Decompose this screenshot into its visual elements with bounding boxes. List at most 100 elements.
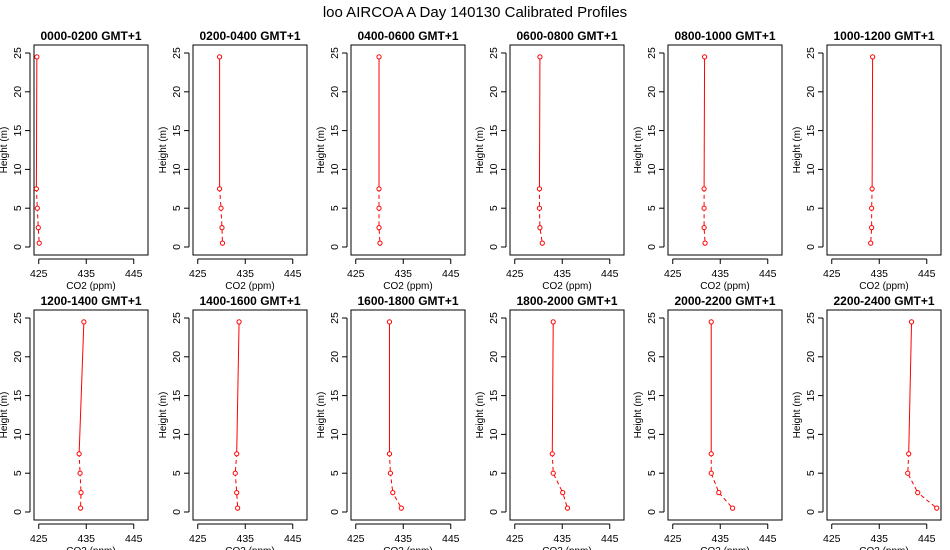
y-tick-label: 20: [12, 86, 24, 98]
profile-point: [34, 205, 40, 211]
y-axis-label: Height (m): [633, 127, 644, 174]
chart-panel: 1600-1800 GMT+1 425 435 445 CO2 (ppm) 0 5 10 15 2…: [316, 294, 466, 550]
profile-segment: [562, 494, 568, 507]
x-tick-label: 435: [711, 533, 729, 545]
profile-point: [539, 240, 545, 246]
y-tick-label: 10: [12, 428, 24, 440]
y-tick-label: 25: [12, 312, 24, 324]
profile-segment: [234, 456, 238, 471]
y-tick-label: 10: [488, 428, 500, 440]
y-axis-label: Height (m): [158, 127, 169, 174]
profile-point: [701, 205, 707, 211]
y-axis-label: Height (m): [792, 127, 803, 174]
profile-point: [236, 319, 242, 325]
profile-point: [35, 225, 41, 231]
x-axis-label: CO2 (ppm): [542, 546, 591, 550]
panel-title: 2200-2400 GMT+1: [833, 294, 934, 308]
y-tick-label: 10: [12, 163, 24, 175]
plot-frame: [509, 309, 625, 521]
profile-point: [905, 470, 911, 476]
y-tick-label: 10: [805, 163, 817, 175]
y-tick-label: 25: [329, 312, 341, 324]
chart-panel: 1000-1200 GMT+1 425 435 445 CO2 (ppm) 0 5 10 15 2…: [792, 29, 942, 292]
y-tick-label: 0: [171, 244, 183, 250]
profile-point: [560, 490, 566, 496]
x-tick-label: 425: [347, 268, 365, 280]
y-tick-label: 20: [646, 351, 658, 363]
x-tick-label: 435: [394, 268, 412, 280]
x-tick-label: 445: [918, 268, 936, 280]
x-tick-label: 445: [601, 533, 619, 545]
x-tick-label: 425: [506, 268, 524, 280]
profile-segment: [378, 229, 381, 241]
x-axis-label: CO2 (ppm): [383, 281, 432, 292]
profile-segment: [37, 229, 40, 241]
y-tick-label: 25: [12, 47, 24, 59]
profile-point: [234, 490, 240, 496]
profile-point: [701, 186, 707, 192]
profile-point: [870, 54, 876, 60]
profile-point: [868, 240, 874, 246]
profile-point: [716, 490, 722, 496]
y-tick-label: 20: [171, 86, 183, 98]
plot-frame: [192, 309, 308, 521]
profile-point: [869, 225, 875, 231]
profile-point: [701, 54, 708, 60]
profile-point: [564, 505, 571, 511]
y-tick-label: 15: [646, 390, 658, 402]
profile-segment: [719, 493, 732, 507]
profile-segment: [389, 456, 391, 471]
x-tick-label: 425: [506, 533, 524, 545]
profile-point: [550, 319, 556, 325]
chart-panel: 1800-2000 GMT+1 425 435 445 CO2 (ppm) 0 5 10 15 2…: [475, 294, 625, 550]
profile-point: [234, 451, 240, 457]
profile-point: [908, 319, 915, 325]
x-tick-label: 435: [236, 268, 254, 280]
y-tick-label: 20: [12, 351, 24, 363]
profile-segment: [390, 475, 394, 491]
profile-point: [36, 240, 42, 246]
y-tick-label: 20: [171, 351, 183, 363]
profile-segment: [907, 456, 910, 471]
panel-title: 0600-0800 GMT+1: [516, 29, 617, 43]
profile-segment: [36, 210, 39, 226]
profile-point: [81, 319, 87, 325]
x-tick-label: 425: [823, 268, 841, 280]
chart-panel: 0200-0400 GMT+1 425 435 445 CO2 (ppm) 0 5 10 15 2…: [158, 29, 308, 292]
profile-point: [906, 451, 912, 457]
y-tick-label: 0: [329, 244, 341, 250]
panel-title: 0000-0200 GMT+1: [40, 29, 141, 43]
profile-point: [550, 470, 556, 476]
panels: 0000-0200 GMT+1 425 435 445 CO2 (ppm) 0 5 10 15 2…: [0, 29, 942, 550]
profile-segment: [919, 493, 936, 508]
x-axis-label: CO2 (ppm): [542, 281, 591, 292]
y-tick-label: 5: [646, 205, 658, 211]
profile-point: [702, 240, 708, 246]
y-tick-label: 20: [805, 351, 817, 363]
profile-point: [376, 54, 382, 60]
x-tick-label: 445: [759, 268, 777, 280]
chart-panel: 0800-1000 GMT+1 425 435 445 CO2 (ppm) 0 5 10 15 2…: [633, 29, 783, 292]
y-tick-label: 25: [488, 312, 500, 324]
plot-frame: [667, 44, 783, 256]
chart-panel: 1400-1600 GMT+1 425 435 445 CO2 (ppm) 0 5 10 15 2…: [158, 294, 308, 550]
y-axis-label: Height (m): [158, 392, 169, 439]
y-tick-label: 5: [12, 205, 24, 211]
y-tick-label: 5: [488, 205, 500, 211]
y-axis-label: Height (m): [316, 392, 327, 439]
y-tick-label: 5: [12, 470, 24, 476]
y-tick-label: 0: [488, 509, 500, 515]
x-axis-label: CO2 (ppm): [700, 281, 749, 292]
profile-point: [386, 451, 393, 457]
y-tick-label: 20: [646, 86, 658, 98]
chart-panel: 0400-0600 GMT+1 425 435 445 CO2 (ppm) 0 5 10 15 2…: [316, 29, 466, 292]
y-tick-label: 10: [646, 428, 658, 440]
chart-panel: 2000-2200 GMT+1 425 435 445 CO2 (ppm) 0 5 10 15 2…: [633, 294, 783, 550]
x-tick-label: 445: [442, 533, 460, 545]
profile-segment: [220, 210, 223, 226]
profile-point: [33, 186, 39, 192]
y-tick-label: 15: [805, 125, 817, 137]
y-tick-label: 0: [329, 509, 341, 515]
profile-point: [537, 54, 543, 60]
profile-point: [376, 205, 382, 211]
